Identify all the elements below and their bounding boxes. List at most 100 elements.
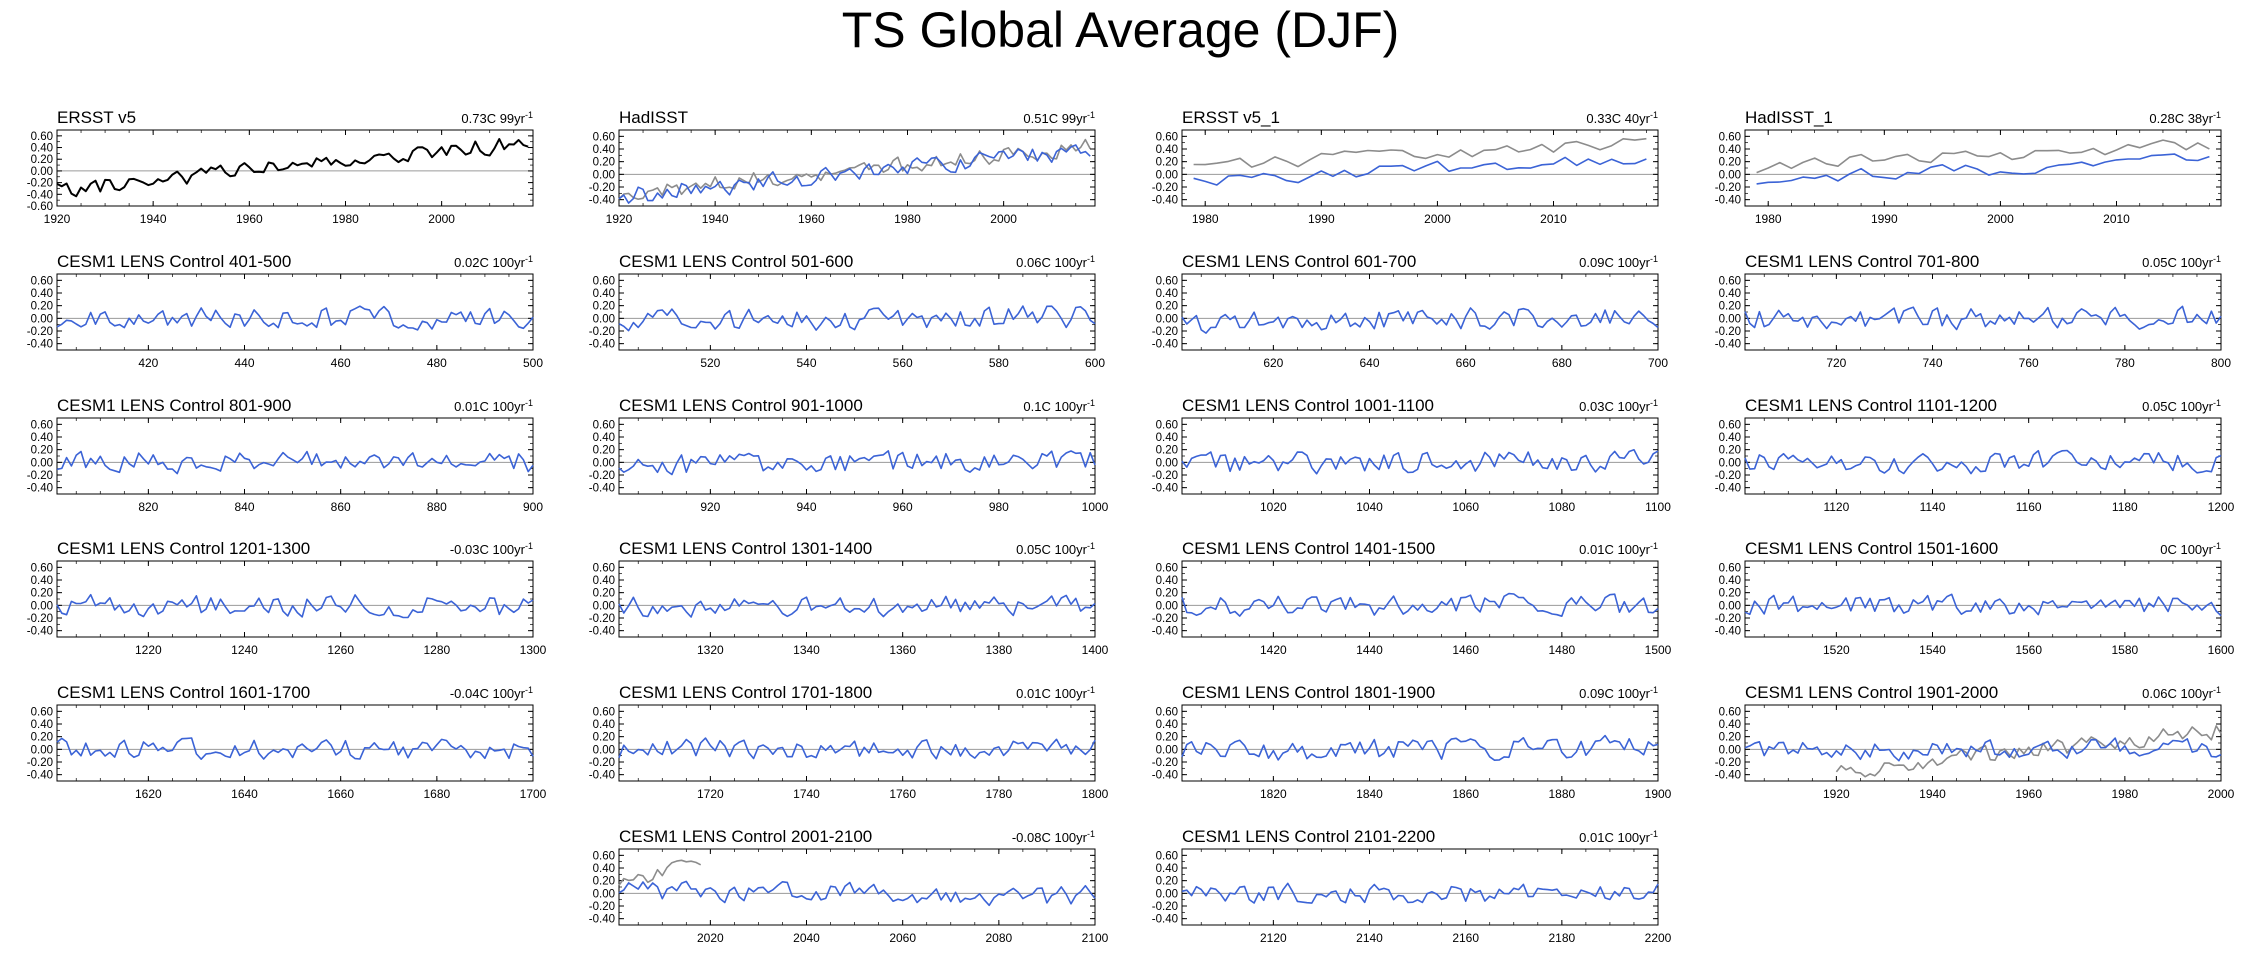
chart-panel: CESM1 LENS Control 401-500 0.02C 100yr-1 0… (27, 252, 544, 370)
y-tick-label: 0.00 (31, 600, 53, 612)
y-tick-label: 0.40 (593, 863, 615, 875)
x-tick-label: 2180 (1548, 931, 1575, 945)
y-tick-label: 0.20 (1156, 157, 1178, 169)
plot-frame (618, 417, 1096, 495)
x-tick-label: 1960 (236, 212, 263, 226)
x-tick-label: 1320 (697, 643, 724, 657)
plot-frame (618, 560, 1096, 638)
x-tick-label: 2040 (793, 931, 820, 945)
x-tick-label: 760 (2019, 356, 2039, 370)
y-tick-label: 0.00 (1719, 169, 1741, 181)
y-tick-label: -0.40 (1715, 483, 1741, 495)
series-line (1756, 139, 2210, 174)
x-tick-label: 1000 (1082, 500, 1109, 514)
chart-panel: CESM1 LENS Control 1901-2000 0.06C 100yr-… (1715, 683, 2235, 801)
y-tick-label: 0.40 (31, 143, 53, 155)
panel-title: CESM1 LENS Control 401-500 (57, 252, 291, 271)
y-tick-label: 0.60 (1156, 275, 1178, 287)
x-tick-label: 2200 (1645, 931, 1672, 945)
x-tick-label: 1880 (1548, 787, 1575, 801)
plot-frame (618, 273, 1096, 351)
x-tick-label: 2080 (985, 931, 1012, 945)
x-tick-label: 1460 (1452, 643, 1479, 657)
x-tick-label: 2000 (1424, 212, 1451, 226)
y-tick-label: 0.00 (1156, 457, 1178, 469)
series-line (1744, 449, 2222, 475)
y-tick-label: -0.40 (1152, 770, 1178, 782)
x-tick-label: 1600 (2208, 643, 2235, 657)
y-tick-label: 0.20 (1719, 157, 1741, 169)
y-tick-label: 0.60 (593, 419, 615, 431)
chart-panel: CESM1 LENS Control 1501-1600 0C 100yr-1 0.… (1715, 539, 2235, 657)
chart-panel: CESM1 LENS Control 1301-1400 0.05C 100yr-… (589, 539, 1109, 657)
y-tick-label: 0.40 (1156, 719, 1178, 731)
y-tick-label: -0.40 (27, 189, 53, 201)
panel-title: CESM1 LENS Control 1801-1900 (1182, 683, 1435, 702)
x-tick-label: 460 (331, 356, 351, 370)
chart-panel: CESM1 LENS Control 2101-2200 0.01C 100yr-… (1152, 827, 1672, 945)
chart-panel: CESM1 LENS Control 2001-2100 -0.08C 100yr… (589, 827, 1109, 945)
panel-title: CESM1 LENS Control 2101-2200 (1182, 827, 1435, 846)
x-tick-label: 580 (989, 356, 1009, 370)
series-line (1756, 153, 2210, 185)
y-tick-label: 0.40 (1156, 863, 1178, 875)
y-tick-label: 0.00 (1719, 457, 1741, 469)
x-tick-label: 1940 (140, 212, 167, 226)
panel-title: CESM1 LENS Control 1601-1700 (57, 683, 310, 702)
y-tick-label: 0.60 (1156, 706, 1178, 718)
y-tick-label: 0.60 (31, 131, 53, 143)
x-tick-label: 1400 (1082, 643, 1109, 657)
chart-panel: CESM1 LENS Control 501-600 0.06C 100yr-1 0… (589, 252, 1106, 370)
x-tick-label: 700 (1648, 356, 1668, 370)
x-tick-label: 1980 (332, 212, 359, 226)
x-tick-label: 600 (1085, 356, 1105, 370)
chart-panel: CESM1 LENS Control 1001-1100 0.03C 100yr-… (1152, 396, 1671, 514)
y-tick-label: 0.60 (593, 706, 615, 718)
x-tick-label: 1360 (889, 643, 916, 657)
x-tick-label: 480 (427, 356, 447, 370)
x-tick-label: 900 (523, 500, 543, 514)
y-tick-label: 0.00 (1156, 313, 1178, 325)
trend-label: 0.05C 100yr-1 (2142, 398, 2221, 414)
x-tick-label: 540 (796, 356, 816, 370)
x-tick-label: 2140 (1356, 931, 1383, 945)
x-tick-label: 560 (893, 356, 913, 370)
x-tick-label: 1920 (1823, 787, 1850, 801)
plot-frame (56, 129, 534, 207)
series-line (1744, 593, 2222, 617)
plot-frame (618, 129, 1096, 207)
y-tick-label: 0.00 (593, 313, 615, 325)
y-tick-label: -0.20 (589, 182, 615, 194)
y-tick-label: 0.00 (593, 457, 615, 469)
y-tick-label: -0.40 (589, 626, 615, 638)
y-tick-label: -0.20 (1715, 470, 1741, 482)
y-tick-label: 0.20 (593, 876, 615, 888)
x-tick-label: 1900 (1645, 787, 1672, 801)
x-tick-label: 1540 (1919, 643, 1946, 657)
series-line (618, 594, 1096, 618)
x-tick-label: 840 (234, 500, 254, 514)
x-tick-label: 1260 (327, 643, 354, 657)
y-tick-label: 0.40 (31, 575, 53, 587)
panel-title: CESM1 LENS Control 1501-1600 (1745, 539, 1998, 558)
y-tick-label: 0.40 (1156, 432, 1178, 444)
x-tick-label: 2120 (1260, 931, 1287, 945)
chart-panel: CESM1 LENS Control 1401-1500 0.01C 100yr-… (1152, 539, 1672, 657)
x-tick-label: 1920 (44, 212, 71, 226)
y-tick-label: 0.60 (593, 562, 615, 574)
y-tick-label: -0.40 (1715, 195, 1741, 207)
x-tick-label: 1980 (2111, 787, 2138, 801)
x-tick-label: 1220 (135, 643, 162, 657)
x-tick-label: 1520 (1823, 643, 1850, 657)
y-tick-label: 0.20 (1156, 732, 1178, 744)
y-tick-label: 0.00 (593, 600, 615, 612)
y-tick-label: 0.20 (1156, 301, 1178, 313)
trend-label: -0.08C 100yr-1 (1012, 829, 1095, 845)
y-tick-label: 0.20 (593, 588, 615, 600)
x-tick-label: 800 (2211, 356, 2231, 370)
y-tick-label: 0.40 (31, 288, 53, 300)
y-tick-label: -0.20 (589, 901, 615, 913)
series-line (56, 593, 534, 619)
y-tick-label: 0.40 (1719, 719, 1741, 731)
y-tick-label: -0.20 (27, 757, 53, 769)
